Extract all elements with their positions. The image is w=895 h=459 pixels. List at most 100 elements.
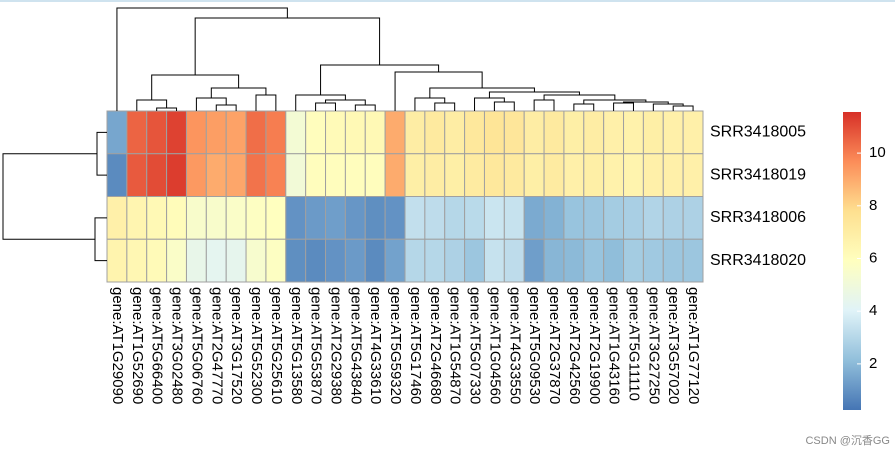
column-label: gene:AT2G37870: [546, 287, 563, 404]
heatmap-cell: [185, 153, 207, 197]
heatmap-cell: [404, 153, 426, 197]
heatmap-cell: [126, 196, 148, 240]
heatmap-cell: [126, 238, 148, 283]
heatmap-cell: [523, 238, 545, 283]
heatmap-cell: [265, 153, 287, 197]
heatmap-cell: [325, 238, 346, 283]
column-label: gene:AT1G54870: [447, 287, 464, 404]
heatmap-cell: [126, 153, 148, 197]
heatmap-cell: [146, 110, 168, 155]
heatmap-cell: [305, 196, 327, 240]
heatmap-cell: [583, 110, 605, 155]
heatmap-cell: [623, 196, 644, 240]
watermark: CSDN @沉香GG: [805, 434, 890, 447]
heatmap-cell: [583, 238, 605, 283]
heatmap-cell: [166, 238, 187, 283]
heatmap-cell: [106, 238, 128, 283]
heatmap-cell: [682, 238, 704, 283]
heatmap-cell: [682, 153, 704, 197]
column-label: gene:AT5G11110: [625, 287, 642, 401]
heatmap-cell: [543, 110, 565, 155]
heatmap-cell: [305, 110, 327, 155]
heatmap-cell: [325, 196, 346, 240]
heatmap-cell: [424, 110, 446, 155]
column-label: gene:AT5G09530: [526, 287, 543, 404]
heatmap-cell: [444, 196, 466, 240]
column-label: gene:AT5G59320: [387, 287, 404, 404]
heatmap-cell: [265, 196, 287, 240]
heatmap-cell: [642, 110, 664, 155]
heatmap-cell: [166, 153, 187, 197]
heatmap-cell: [563, 153, 585, 197]
heatmap-cell: [464, 196, 485, 240]
column-label: gene:AT2G29380: [327, 287, 344, 404]
colorbar-tick-label: 4: [869, 302, 877, 319]
heatmap-cell: [563, 196, 585, 240]
heatmap-cell: [146, 196, 168, 240]
column-label: gene:AT5G06760: [188, 287, 205, 404]
heatmap-cell: [285, 153, 307, 197]
heatmap-cell: [603, 153, 625, 197]
heatmap-cell: [364, 110, 386, 155]
heatmap-cell: [384, 153, 406, 197]
heatmap-cell: [523, 196, 545, 240]
heatmap-cell: [503, 153, 525, 197]
heatmap-cell: [344, 238, 366, 283]
colorbar: [843, 112, 861, 410]
row-label: SRR3418019: [710, 166, 806, 183]
heatmap-cell: [464, 110, 485, 155]
column-label: gene:AT2G19900: [586, 287, 603, 404]
heatmap-cell: [245, 196, 267, 240]
column-label: gene:AT4G33550: [506, 287, 523, 404]
column-label: gene:AT5G43840: [347, 287, 364, 404]
heatmap-cell: [523, 153, 545, 197]
heatmap-cell: [503, 196, 525, 240]
column-label: gene:AT3G17520: [228, 287, 245, 404]
heatmap-cell: [325, 153, 346, 197]
heatmap-cell: [205, 238, 227, 283]
heatmap-cell: [265, 110, 287, 155]
heatmap-cell: [464, 153, 485, 197]
heatmap-cell: [662, 196, 684, 240]
heatmap-cell: [603, 110, 625, 155]
column-label: gene:AT1G04560: [486, 287, 503, 404]
heatmap-cell: [205, 196, 227, 240]
colorbar-tick-label: 2: [869, 355, 877, 372]
column-label: gene:AT5G17460: [407, 287, 424, 404]
heatmap-cell: [344, 196, 366, 240]
heatmap-cell: [285, 238, 307, 283]
heatmap-cell: [662, 238, 684, 283]
column-label: gene:AT1G77120: [685, 287, 702, 404]
heatmap-cell: [384, 238, 406, 283]
heatmap-cell: [185, 238, 207, 283]
heatmap-cell: [245, 110, 267, 155]
heatmap-cell: [662, 110, 684, 155]
heatmap-cell: [523, 110, 545, 155]
heatmap-cell: [464, 238, 485, 283]
heatmap-cell: [503, 238, 525, 283]
heatmap-cell: [106, 196, 128, 240]
heatmap-cell: [563, 110, 585, 155]
column-label: gene:AT2G46680: [427, 287, 444, 404]
heatmap-cell: [424, 238, 446, 283]
heatmap-cell: [245, 153, 267, 197]
row-label: SRR3418005: [710, 124, 806, 141]
colorbar-tick-label: 10: [869, 144, 886, 161]
heatmap-cell: [642, 238, 664, 283]
heatmap-cell: [404, 110, 426, 155]
heatmap-cell: [483, 110, 505, 155]
heatmap-cell: [166, 110, 187, 155]
row-label: SRR3418006: [710, 209, 806, 226]
colorbar-tick-label: 8: [869, 197, 877, 214]
heatmap-cell: [662, 153, 684, 197]
heatmap-cell: [583, 196, 605, 240]
heatmap-cell: [344, 153, 366, 197]
heatmap-cell: [583, 153, 605, 197]
heatmap-cell: [404, 238, 426, 283]
heatmap-cell: [384, 196, 406, 240]
heatmap-cell: [364, 153, 386, 197]
column-label: gene:AT2G47770: [208, 287, 225, 404]
heatmap-cell: [603, 196, 625, 240]
column-label: gene:AT5G52300: [248, 287, 265, 404]
